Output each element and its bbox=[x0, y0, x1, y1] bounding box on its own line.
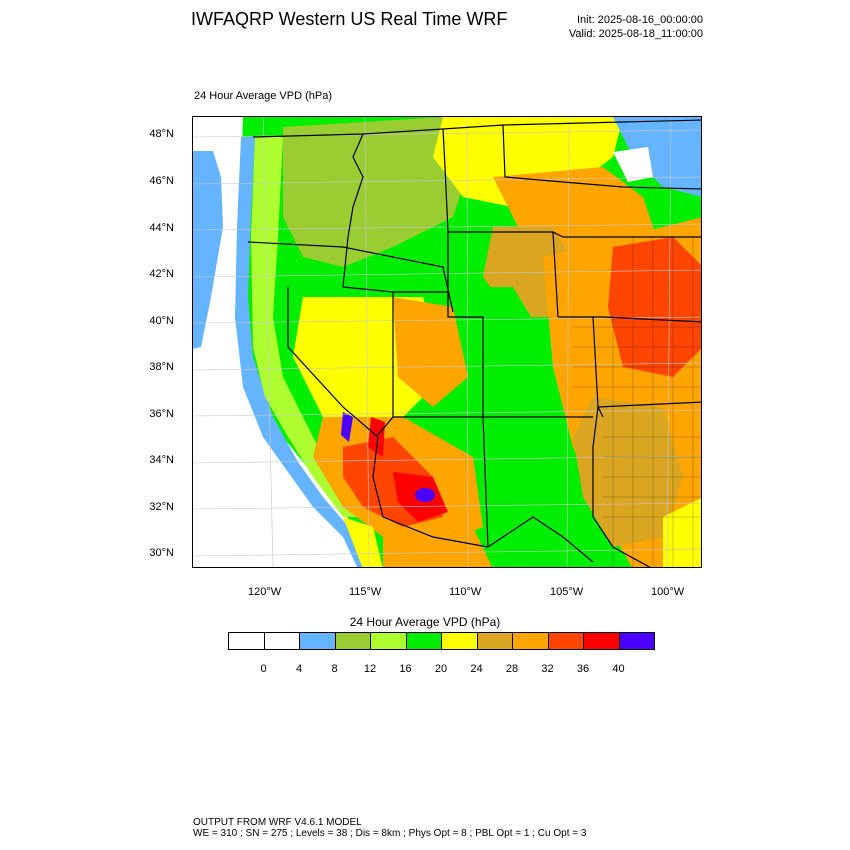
vpd-map bbox=[192, 116, 702, 568]
vpd-map-svg bbox=[193, 117, 701, 567]
lat-label-46n: 46°N bbox=[149, 175, 174, 187]
colorbar-swatch bbox=[299, 632, 336, 650]
county-grid bbox=[573, 237, 701, 567]
colorbar-tick-label: 32 bbox=[541, 663, 554, 675]
texas-goldenrod bbox=[573, 397, 683, 547]
desert-max-core bbox=[415, 488, 435, 502]
colorbar-tick-label: 24 bbox=[470, 663, 483, 675]
colorbar-swatch bbox=[512, 632, 549, 650]
lon-label-105w: 105°W bbox=[550, 586, 584, 598]
colorbar-tick-label: 40 bbox=[612, 663, 625, 675]
colorbar-tick-label: 28 bbox=[505, 663, 519, 675]
river-valley-violet bbox=[341, 412, 353, 442]
plains-red-orange bbox=[608, 237, 701, 377]
colorbar-swatch bbox=[441, 632, 478, 650]
run-times: Init: 2025-08-16_00:00:00 Valid: 2025-08… bbox=[569, 13, 703, 41]
colorbar-swatch bbox=[228, 632, 265, 650]
southeast-yellow bbox=[663, 498, 701, 567]
lat-label-40n: 40°N bbox=[149, 315, 174, 327]
northwest-olive bbox=[283, 117, 473, 267]
northeast-white bbox=[613, 147, 653, 182]
colorbar-swatch bbox=[476, 632, 513, 650]
utah-orange bbox=[393, 297, 468, 407]
lat-label-38n: 38°N bbox=[149, 361, 174, 373]
model-footer: OUTPUT FROM WRF V4.6.1 MODEL WE = 310 ; … bbox=[193, 817, 586, 839]
colorbar-tick-label: 8 bbox=[331, 663, 338, 675]
page-title: IWFAQRP Western US Real Time WRF bbox=[191, 9, 508, 29]
lon-label-120w: 120°W bbox=[248, 586, 282, 598]
northeast-blue bbox=[613, 117, 701, 197]
colorbar bbox=[228, 632, 655, 650]
lat-label-36n: 36°N bbox=[149, 408, 174, 420]
lat-label-48n: 48°N bbox=[149, 128, 174, 140]
lat-label-42n: 42°N bbox=[149, 268, 174, 280]
init-time: Init: 2025-08-16_00:00:00 bbox=[577, 14, 703, 26]
baja-yellow bbox=[343, 517, 383, 567]
rockies-green bbox=[448, 287, 543, 427]
colorbar-swatch bbox=[334, 632, 371, 650]
coastal-band-blue bbox=[235, 137, 372, 567]
colorbar-title: 24 Hour Average VPD (hPa) bbox=[349, 615, 501, 629]
colorbar-tick-label: 36 bbox=[576, 663, 590, 675]
mexico-orange bbox=[383, 527, 493, 567]
colorbar-swatch bbox=[405, 632, 442, 650]
colorbar-tick-label: 4 bbox=[295, 663, 303, 675]
colorbar-swatch bbox=[370, 632, 407, 650]
field-title: 24 Hour Average VPD (hPa) bbox=[194, 90, 332, 102]
offshore-blue-patch bbox=[193, 151, 223, 349]
valid-time: Valid: 2025-08-18_11:00:00 bbox=[568, 28, 703, 40]
colorbar-swatch bbox=[618, 632, 655, 650]
river-valley-red bbox=[368, 417, 385, 457]
lat-label-44n: 44°N bbox=[149, 222, 174, 234]
colorbar-swatch bbox=[263, 632, 300, 650]
colorbar-swatch bbox=[583, 632, 620, 650]
lat-label-30n: 30°N bbox=[149, 547, 174, 559]
colorbar-tick-label: 0 bbox=[260, 663, 267, 675]
footer-model-line: OUTPUT FROM WRF V4.6.1 MODEL bbox=[193, 817, 362, 828]
lon-label-115w: 115°W bbox=[349, 586, 382, 598]
lat-label-32n: 32°N bbox=[149, 501, 174, 513]
lon-label-110w: 110°W bbox=[449, 586, 482, 598]
lat-label-34n: 34°N bbox=[149, 454, 174, 466]
colorbar-tick-label: 16 bbox=[399, 663, 412, 675]
graticule bbox=[193, 117, 701, 567]
lon-label-100w: 100°W bbox=[651, 586, 685, 598]
colorbar-swatch bbox=[547, 632, 584, 650]
state-boundaries bbox=[247, 119, 701, 567]
coastal-yellowgreen bbox=[251, 137, 358, 517]
colorbar-tick-label: 12 bbox=[363, 663, 377, 675]
footer-config-line: WE = 310 ; SN = 275 ; Levels = 38 ; Dis … bbox=[193, 828, 587, 839]
colorbar-tick-label: 20 bbox=[434, 663, 448, 675]
